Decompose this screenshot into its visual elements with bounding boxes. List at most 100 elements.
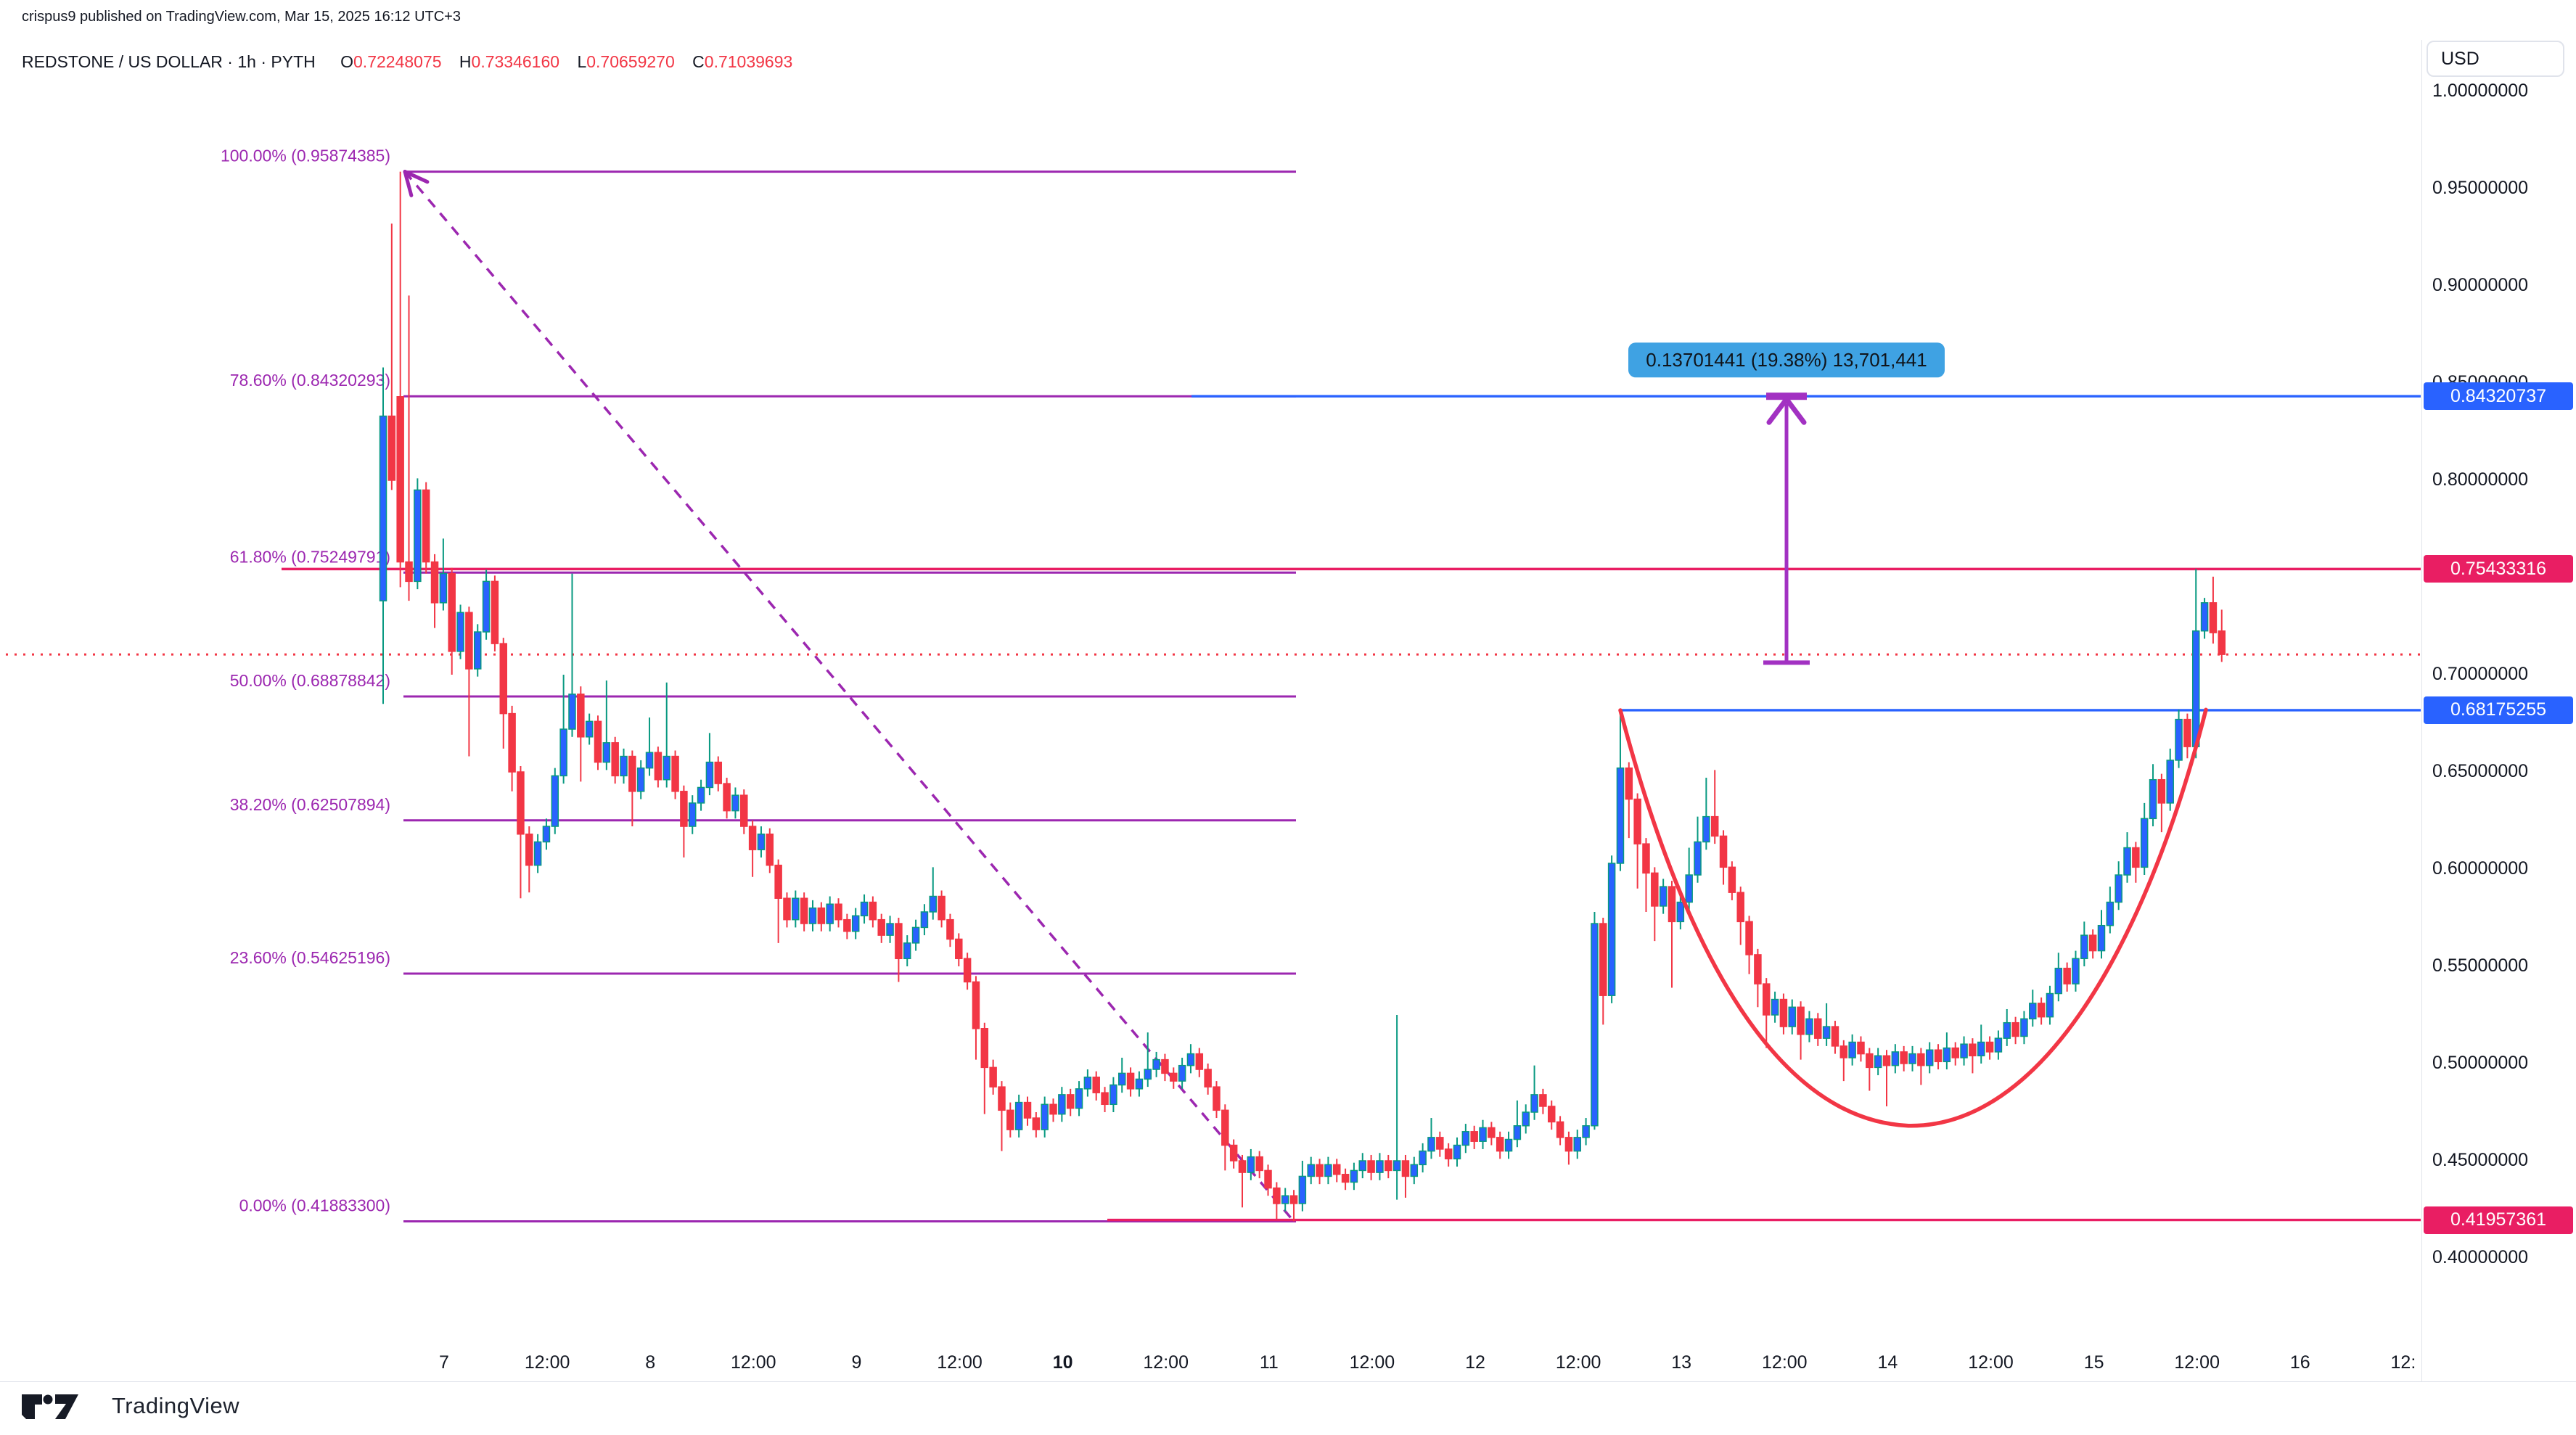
rounding-bottom-curve[interactable]	[1618, 707, 2208, 1128]
candle-body	[1324, 1164, 1332, 1177]
candle-body	[1882, 1055, 1891, 1066]
candle-body	[1204, 1069, 1212, 1087]
candle-body	[1762, 983, 1771, 1016]
trendline-arrowhead	[403, 170, 414, 197]
candle-body	[2037, 1003, 2046, 1018]
candle-body	[430, 561, 439, 604]
price-range-measure[interactable]: 0.13701441 (19.38%) 13,701,441	[1628, 342, 1945, 665]
fib-label: 78.60% (0.84320293)	[230, 371, 390, 390]
candle-body	[1513, 1125, 1522, 1140]
candle-body	[1117, 1072, 1126, 1086]
candle-body	[1556, 1121, 1564, 1138]
candle-body	[1144, 1069, 1152, 1080]
candle-body	[585, 720, 594, 738]
price-axis[interactable]: 1.000000000.950000000.900000000.85000000…	[2421, 40, 2576, 1382]
candle-body	[792, 897, 800, 921]
candle-body	[1625, 767, 1633, 800]
candle-body	[1049, 1103, 1057, 1115]
trendline-dashed-segment[interactable]	[403, 170, 1295, 1222]
price-label-box: 0.84320737	[2424, 382, 2573, 411]
price-tick: 0.70000000	[2432, 664, 2529, 684]
price-tick: 0.60000000	[2432, 858, 2529, 879]
candle-body	[946, 918, 954, 940]
candle-body	[1642, 843, 1650, 874]
candle-body	[551, 775, 559, 827]
time-axis[interactable]: 7 12:00 8 12:00 9 12:00 10 12:00 11 12:00 12 12:00 1…	[0, 1348, 2421, 1381]
candle-body	[851, 915, 860, 932]
candle-body	[766, 834, 774, 866]
time-tick: 15	[2083, 1352, 2104, 1373]
candle-body	[387, 415, 396, 481]
candle-body	[1316, 1164, 1324, 1177]
candle-body	[826, 903, 834, 924]
candle-body	[1848, 1041, 1856, 1058]
candle-body	[886, 923, 894, 936]
candle-body	[1573, 1137, 1582, 1152]
candle-body	[568, 694, 576, 730]
candle-body	[1994, 1037, 2003, 1053]
candle-body	[491, 580, 499, 644]
candle-body	[1083, 1077, 1092, 1090]
fib-label: 23.60% (0.54625196)	[230, 948, 390, 967]
time-tick: 16	[2289, 1352, 2310, 1373]
price-label-box: 0.41957361	[2424, 1206, 2573, 1234]
candle-body	[877, 918, 885, 936]
time-tick: 13	[1671, 1352, 1692, 1373]
currency-unit-button[interactable]: USD	[2427, 41, 2564, 77]
candle-body	[1170, 1072, 1178, 1082]
candle-body	[1488, 1127, 1496, 1138]
time-tick: 9	[851, 1352, 862, 1373]
measure-callout	[1628, 342, 1945, 378]
candle-body	[843, 918, 851, 932]
candle-body	[1925, 1049, 1934, 1066]
candle-body	[1728, 866, 1736, 893]
dashed-trendline[interactable]	[403, 170, 1295, 1222]
price-tick: 1.00000000	[2432, 81, 2529, 101]
ohlc-open-label: O	[340, 52, 354, 71]
ohlc-high-value: 0.73346160	[471, 52, 560, 71]
candle-body	[920, 911, 929, 929]
candle-body	[1264, 1169, 1272, 1189]
time-tick: 7	[439, 1352, 449, 1373]
candle-body	[1298, 1175, 1307, 1204]
candle-body	[1977, 1041, 1985, 1057]
candle-body	[1092, 1077, 1100, 1093]
time-tick: 12:00	[1143, 1352, 1189, 1373]
candle-body	[705, 761, 714, 789]
price-label-box: 0.75433316	[2424, 555, 2573, 583]
candle-body	[723, 783, 731, 812]
candle-body	[1436, 1137, 1444, 1150]
symbol-header[interactable]: REDSTONE / US DOLLAR · 1h · PYTH O0.7224…	[22, 52, 792, 72]
candle-body	[1385, 1160, 1392, 1172]
candle-body	[1710, 815, 1719, 837]
trendline-arrowhead	[403, 170, 430, 184]
candle-body	[1599, 923, 1607, 996]
candle-body	[980, 1028, 989, 1069]
candle-body	[1195, 1053, 1204, 1070]
candle-body	[1289, 1195, 1298, 1204]
fib-label: 61.80% (0.75249791)	[230, 547, 390, 566]
candle-body	[1358, 1160, 1367, 1172]
candle-body	[869, 901, 877, 921]
candle-body	[1943, 1047, 1951, 1063]
candle-body	[1960, 1043, 1968, 1058]
price-tick: 0.65000000	[2432, 761, 2529, 781]
candle-body	[2218, 630, 2226, 655]
candle-body	[2097, 924, 2106, 952]
candle-body	[2123, 847, 2131, 876]
candle-body	[577, 694, 585, 738]
fib-retracement-tool[interactable]: 100.00% (0.95874385) 78.60% (0.84320293) 6…	[221, 147, 1296, 1223]
candle-body	[1659, 886, 1668, 907]
candle-body	[714, 761, 723, 784]
candle-body	[1041, 1103, 1049, 1130]
candle-body	[1075, 1088, 1083, 1109]
candle-body	[2140, 818, 2149, 868]
watermark: TradingView	[20, 1390, 239, 1422]
candle-body	[1814, 1018, 1822, 1039]
candle-body	[654, 752, 663, 781]
candle-body	[998, 1086, 1006, 1111]
candle-body	[989, 1066, 997, 1087]
candle-body	[911, 926, 920, 944]
